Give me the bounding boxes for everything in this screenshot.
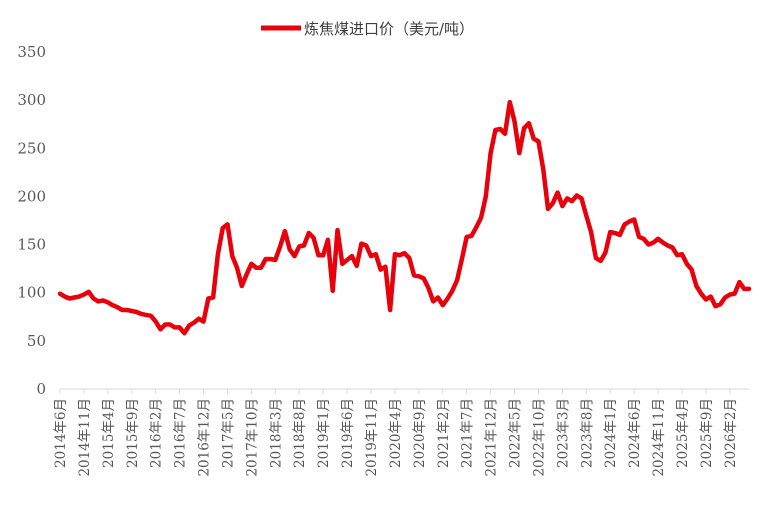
x-tick-label: 2019年1月 (316, 398, 332, 468)
x-tick-label: 2018年3月 (268, 398, 284, 468)
x-tick-label: 2016年2月 (149, 398, 165, 468)
x-tick-label: 2021年7月 (460, 398, 476, 468)
x-tick-label: 2016年7月 (173, 398, 189, 468)
x-tick-label: 2023年3月 (555, 398, 571, 468)
x-axis: 2014年6月 2014年11月 2015年4月 2015年9月 2016年2月 2016… (53, 388, 749, 477)
x-tick-label: 2022年10月 (531, 398, 547, 477)
y-axis: 0 50 100 150 200 250 300 350 (17, 43, 46, 398)
x-tick-label: 2017年10月 (244, 398, 260, 477)
x-tick-label: 2025年4月 (675, 398, 691, 468)
x-tick-label: 2025年9月 (699, 398, 715, 468)
x-tick-label: 2022年5月 (508, 398, 524, 468)
legend: 炼焦煤进口价（美元/吨） (261, 20, 474, 38)
x-tick-label: 2017年5月 (220, 398, 236, 468)
y-tick-label: 150 (17, 236, 46, 254)
x-tick-label: 2020年4月 (388, 398, 404, 468)
x-tick-label: 2021年12月 (484, 398, 500, 477)
x-tick-label: 2019年11月 (364, 398, 380, 477)
y-tick-label: 50 (27, 332, 46, 350)
y-tick-label: 350 (17, 43, 46, 61)
x-tick-label: 2024年1月 (603, 398, 619, 468)
y-tick-label: 100 (17, 284, 46, 302)
x-tick-label: 2014年11月 (77, 398, 93, 477)
x-tick-label: 2026年2月 (723, 398, 739, 468)
x-tick-label: 2015年4月 (101, 398, 117, 468)
x-tick-label: 2018年8月 (292, 398, 308, 468)
x-tick-label: 2020年9月 (412, 398, 428, 468)
y-tick-label: 0 (36, 380, 46, 398)
legend-label: 炼焦煤进口价（美元/吨） (304, 20, 474, 38)
series-line-coking-coal-import-price (57, 99, 752, 336)
x-tick-label: 2021年2月 (436, 398, 452, 468)
x-tick-label: 2016年12月 (197, 398, 213, 477)
x-tick-label: 2024年11月 (651, 398, 667, 477)
x-tick-label: 2024年6月 (627, 398, 643, 468)
plot-area (57, 99, 752, 336)
y-tick-label: 200 (17, 187, 46, 205)
x-tick-label: 2019年6月 (340, 398, 356, 468)
x-tick-label: 2015年9月 (125, 398, 141, 468)
y-tick-label: 250 (17, 139, 46, 157)
x-tick-label: 2014年6月 (53, 398, 69, 468)
x-tick-label: 2023年8月 (579, 398, 595, 468)
y-tick-label: 300 (17, 91, 46, 109)
